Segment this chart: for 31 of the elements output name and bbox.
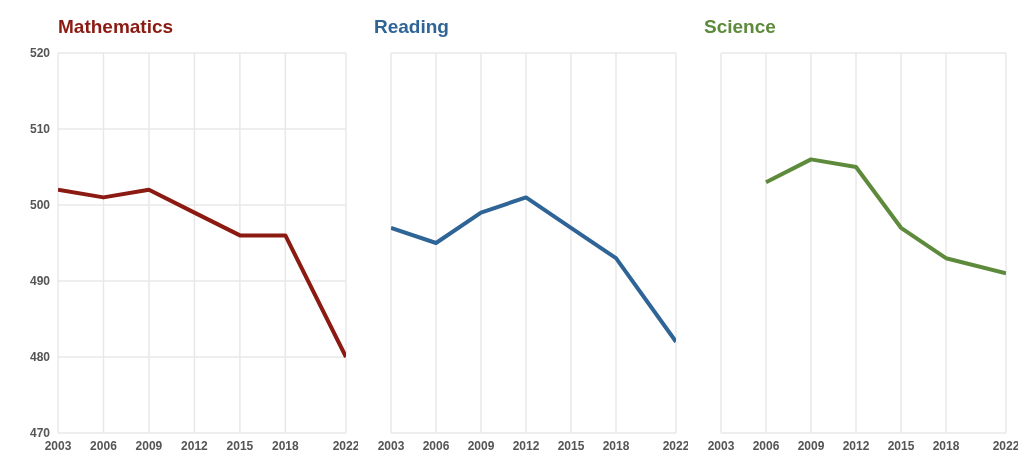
y-tick-label: 520 (29, 46, 51, 61)
x-tick-label: 2003 (707, 438, 735, 453)
x-tick-label: 2018 (602, 438, 630, 453)
x-tick-label: 2018 (272, 438, 300, 453)
x-tick-label: 2012 (181, 438, 209, 453)
x-tick-label: 2009 (135, 438, 163, 453)
x-tick-label: 2006 (90, 438, 118, 453)
x-tick-label: 2015 (557, 438, 585, 453)
y-tick-label: 490 (29, 274, 51, 289)
x-tick-label: 2009 (797, 438, 825, 453)
x-tick-label: 2015 (887, 438, 915, 453)
chart-title: Mathematics (58, 16, 174, 38)
x-tick-label: 2009 (467, 438, 495, 453)
x-tick-label: 2022 (992, 438, 1020, 453)
chart-title: Reading (374, 16, 449, 38)
y-tick-label: 470 (29, 426, 51, 441)
x-tick-label: 2015 (226, 438, 254, 453)
y-tick-label: 510 (29, 122, 51, 137)
x-tick-label: 2003 (44, 438, 72, 453)
x-tick-label: 2012 (512, 438, 540, 453)
chart-title: Science (704, 16, 776, 38)
x-tick-label: 2006 (422, 438, 450, 453)
x-tick-label: 2003 (377, 438, 405, 453)
x-tick-label: 2022 (332, 438, 360, 453)
x-tick-label: 2018 (932, 438, 960, 453)
line-series (58, 187, 346, 359)
x-tick-label: 2022 (662, 438, 690, 453)
x-tick-label: 2012 (842, 438, 870, 453)
y-tick-label: 480 (29, 350, 51, 365)
x-tick-label: 2006 (752, 438, 780, 453)
y-tick-label: 500 (29, 198, 51, 213)
